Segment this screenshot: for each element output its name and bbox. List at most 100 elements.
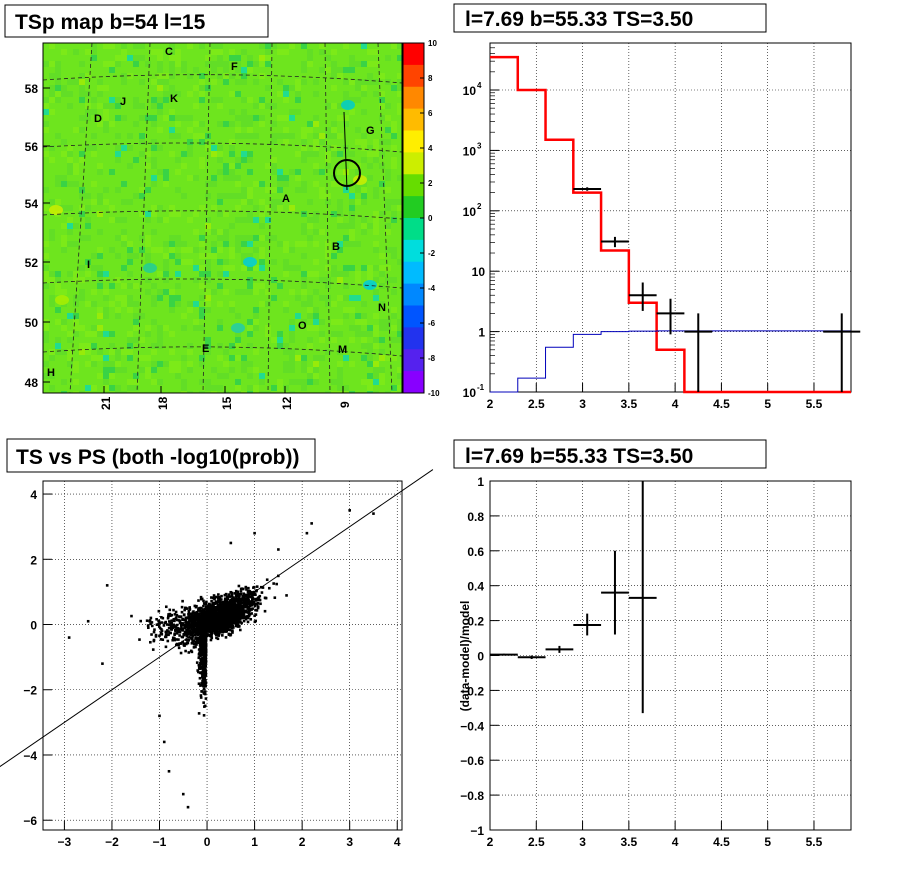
scatter-point bbox=[224, 636, 228, 639]
map-pixel bbox=[187, 259, 193, 265]
map-pixel bbox=[247, 325, 253, 331]
map-pixel bbox=[61, 325, 67, 331]
map-pixel bbox=[337, 361, 343, 367]
map-pixel bbox=[85, 349, 91, 355]
scatter-point bbox=[223, 593, 227, 597]
scatter-point bbox=[139, 619, 143, 623]
scatter-point bbox=[162, 624, 166, 627]
scatter-point bbox=[196, 621, 200, 625]
map-pixel bbox=[217, 301, 223, 307]
map-pixel bbox=[295, 79, 301, 85]
map-pixel bbox=[373, 361, 379, 367]
map-pixel bbox=[73, 277, 79, 283]
map-pixel bbox=[307, 199, 313, 205]
map-pixel bbox=[205, 379, 211, 385]
scatter-y-tick-label: −2 bbox=[23, 684, 37, 698]
scatter-point bbox=[237, 617, 241, 621]
map-pixel bbox=[367, 49, 373, 55]
map-pixel bbox=[259, 211, 265, 217]
scatter-point bbox=[239, 607, 243, 610]
map-pixel bbox=[139, 211, 145, 217]
map-pixel bbox=[391, 133, 397, 139]
map-pixel bbox=[385, 325, 391, 331]
map-pixel bbox=[55, 61, 61, 67]
map-pixel bbox=[103, 103, 109, 109]
scatter-point bbox=[223, 597, 227, 601]
map-pixel bbox=[391, 199, 397, 205]
map-pixel bbox=[199, 241, 205, 247]
map-pixel bbox=[385, 229, 391, 235]
map-pixel bbox=[109, 103, 115, 109]
map-pixel bbox=[385, 391, 391, 393]
map-pixel bbox=[247, 199, 253, 205]
map-pixel bbox=[127, 337, 133, 343]
residuals-y-axis-label: (data-model)/model bbox=[458, 601, 472, 712]
map-pixel bbox=[175, 133, 181, 139]
map-pixel bbox=[379, 91, 385, 97]
scatter-point bbox=[204, 640, 207, 644]
map-pixel bbox=[241, 265, 247, 271]
scatter-point bbox=[253, 585, 256, 589]
map-pixel bbox=[163, 271, 169, 277]
scatter-point bbox=[198, 616, 202, 619]
map-pixel bbox=[283, 385, 289, 391]
map-pixel bbox=[247, 265, 253, 271]
scatter-point bbox=[200, 625, 204, 629]
spectrum-y-tick-exponent: 4 bbox=[477, 81, 482, 90]
map-pixel bbox=[283, 115, 289, 121]
map-pixel bbox=[97, 79, 103, 85]
map-pixel bbox=[331, 103, 337, 109]
map-pixel bbox=[49, 61, 55, 67]
scatter-point bbox=[195, 622, 198, 626]
map-pixel bbox=[301, 133, 307, 139]
scatter-point bbox=[200, 660, 204, 664]
map-pixel bbox=[349, 211, 355, 217]
scatter-point bbox=[196, 638, 200, 641]
map-pixel bbox=[187, 391, 193, 393]
map-pixel bbox=[355, 169, 361, 175]
scatter-point bbox=[228, 617, 232, 620]
scatter-point bbox=[157, 609, 161, 613]
map-pixel bbox=[313, 325, 319, 331]
scatter-point bbox=[170, 619, 174, 622]
map-pixel bbox=[217, 229, 223, 235]
colorbar-segment bbox=[403, 86, 424, 110]
map-pixel bbox=[385, 265, 391, 271]
map-pixel bbox=[265, 205, 271, 211]
scatter-point bbox=[226, 620, 230, 624]
map-pixel bbox=[229, 121, 235, 127]
map-grid-lon-5 bbox=[324, 42, 331, 394]
map-pixel bbox=[127, 379, 133, 385]
map-pixel bbox=[241, 199, 247, 205]
scatter-point bbox=[210, 627, 214, 630]
map-pixel bbox=[199, 307, 205, 313]
map-pixel bbox=[247, 361, 253, 367]
scatter-title: TS vs PS (both -log10(prob)) bbox=[16, 446, 300, 469]
map-pixel bbox=[247, 217, 253, 223]
map-pixel bbox=[235, 55, 241, 61]
residuals-x-tick-label: 4.5 bbox=[713, 835, 730, 849]
scatter-point bbox=[220, 598, 223, 601]
map-pixel bbox=[361, 265, 367, 271]
map-pixel bbox=[115, 391, 121, 393]
map-pixel bbox=[223, 271, 229, 277]
scatter-point bbox=[181, 617, 184, 621]
scatter-point bbox=[197, 712, 201, 715]
map-pixel bbox=[157, 127, 163, 133]
map-pixel bbox=[169, 247, 175, 253]
map-pixel bbox=[325, 163, 331, 169]
map-plot-area bbox=[43, 43, 402, 393]
map-pixel bbox=[301, 43, 307, 49]
map-pixel bbox=[85, 91, 91, 97]
map-pixel bbox=[103, 271, 109, 277]
scatter-point bbox=[253, 602, 256, 606]
scatter-point bbox=[190, 637, 193, 641]
map-pixel bbox=[67, 163, 73, 169]
map-pixel bbox=[127, 271, 133, 277]
map-pixel bbox=[325, 241, 331, 247]
scatter-point bbox=[183, 606, 187, 610]
map-pixel bbox=[169, 211, 175, 217]
map-pixel bbox=[397, 259, 402, 265]
scatter-point bbox=[253, 531, 256, 535]
